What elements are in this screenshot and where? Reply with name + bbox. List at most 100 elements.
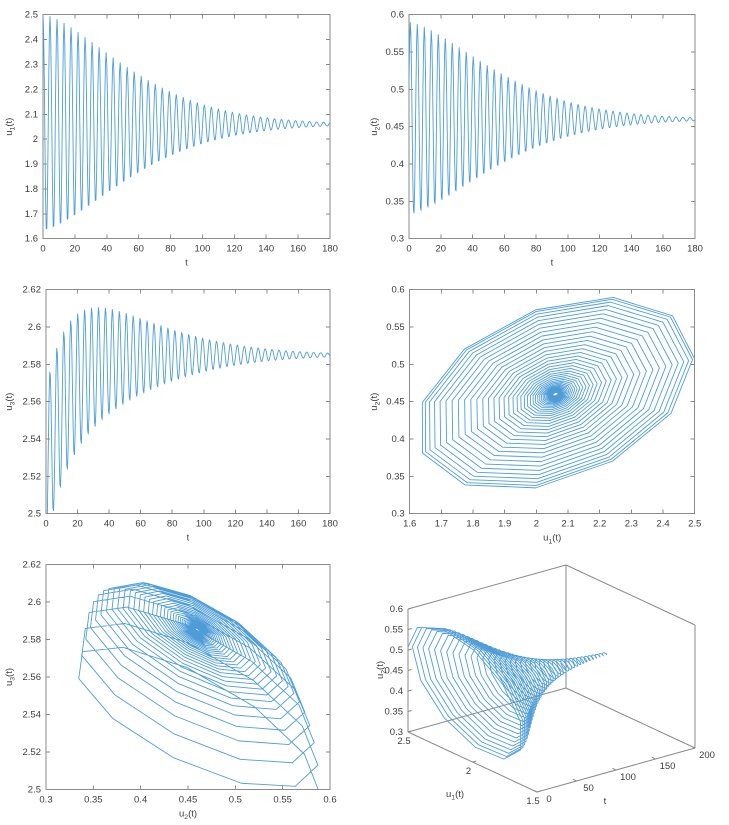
axes-box — [42, 14, 331, 240]
y-tick-label: 0.35 — [386, 471, 405, 482]
y-tick-label: 2.6 — [28, 597, 41, 608]
t-tick-label: 100 — [620, 772, 636, 783]
y-tick-label: 1.8 — [25, 184, 38, 195]
subplot-3d-u2-u1-t: 0 50 100 150 200 2.5 2 1.5 0.3 0.35 0.4 0.45 0.5 0.55… — [375, 564, 715, 807]
x-tick-label: 160 — [290, 244, 306, 255]
x-tick-label: 1.7 — [435, 519, 448, 530]
x-tick-label: 120 — [592, 244, 608, 255]
y-axis-label: u3(t) — [4, 668, 17, 686]
x-tick-label: 20 — [435, 244, 446, 255]
u2-tick-label: 0.4 — [390, 686, 403, 697]
subplot-u2-vs-t: 0 20 40 60 80 100 120 140 160 180 0.3 0.35 0.4 0.45 0.… — [369, 10, 703, 269]
subplot-phase-u3-vs-u2: 0.3 0.35 0.4 0.45 0.5 0.55 0.6 2.5 2.52 2.54 2.56 2… — [4, 560, 337, 821]
y-tick-label: 2.54 — [23, 434, 42, 445]
y-tick-label: 2.2 — [25, 84, 38, 95]
y-axis-label: u3(t) — [4, 393, 17, 411]
x-tick-label: 80 — [531, 244, 542, 255]
t-tick-label: 50 — [583, 783, 594, 794]
x-tick-label: 160 — [655, 244, 671, 255]
t-tick — [651, 756, 656, 760]
x-tick-label: 120 — [226, 244, 242, 255]
t-tick-label: 0 — [546, 794, 551, 805]
x-tick-label: 0 — [406, 244, 411, 255]
t-tick — [691, 745, 696, 749]
x-axis-label: t — [187, 533, 190, 544]
x-tick-label: 20 — [70, 244, 81, 255]
y-tick-label: 1.9 — [25, 159, 38, 170]
x-tick-label: 0.35 — [84, 794, 103, 805]
u2-tick — [407, 628, 412, 630]
y-tick-label: 2.4 — [25, 35, 38, 46]
y-axis-label: u1(t) — [4, 118, 17, 136]
t-tick — [533, 789, 538, 793]
u2-tick-label: 0.3 — [390, 727, 403, 738]
axes-box-edge — [407, 564, 567, 610]
t-tick — [612, 767, 617, 771]
y-tick-label: 0.3 — [391, 509, 404, 520]
y-tick-label: 2.3 — [25, 59, 38, 70]
y-tick-label: 2.56 — [23, 672, 42, 683]
x-tick-label: 40 — [101, 244, 112, 255]
u1-tick-label: 1.5 — [526, 796, 539, 807]
series-line — [43, 14, 330, 230]
x-tick-label: 0.45 — [179, 794, 198, 805]
x-axis-label: t — [185, 258, 188, 269]
x-tick-label: 80 — [167, 519, 178, 530]
axes-box — [45, 289, 331, 515]
x-tick-label: 60 — [133, 244, 144, 255]
y-tick-label: 2.5 — [28, 509, 41, 520]
x-tick-label: 100 — [196, 519, 212, 530]
x-axis-label: u2(t) — [179, 808, 197, 821]
y-tick-label: 2.5 — [25, 10, 38, 21]
x-tick-label: 0.4 — [134, 794, 147, 805]
t-tick-label: 200 — [699, 750, 715, 761]
x-tick-label: 60 — [499, 244, 510, 255]
y-tick-label: 2.56 — [23, 397, 42, 408]
y-tick-label: 0.45 — [386, 397, 405, 408]
x-tick-label: 0.55 — [273, 794, 292, 805]
y-tick-label: 0.5 — [391, 359, 404, 370]
series-line — [46, 307, 330, 514]
y-tick-label: 2.1 — [25, 109, 38, 120]
x-tick-label: 140 — [258, 244, 274, 255]
y-tick-label: 0.3 — [391, 234, 404, 245]
x-tick-label: 140 — [624, 244, 640, 255]
x-tick-label: 1.9 — [498, 519, 511, 530]
u2-tick — [407, 648, 412, 651]
x-tick-label: 40 — [104, 519, 115, 530]
u1-tick-label: 2 — [466, 766, 471, 777]
series-line — [421, 297, 695, 489]
x-tick-label: 180 — [687, 244, 703, 255]
y-tick-label: 0.55 — [386, 322, 405, 333]
x-tick-label: 1.6 — [403, 519, 416, 530]
series-line — [409, 22, 695, 214]
u2-tick — [407, 689, 412, 692]
x-axis-label: t — [551, 258, 554, 269]
y-tick-label: 2.52 — [23, 471, 42, 482]
y-tick-label: 2.54 — [23, 709, 42, 720]
u2-tick — [407, 607, 412, 610]
y-tick-label: 0.5 — [391, 84, 404, 95]
x-tick-label: 180 — [322, 519, 338, 530]
z-axis-label-3d: u2(t) — [375, 661, 388, 679]
y-tick-label: 0.6 — [391, 285, 404, 296]
y-tick-label: 2.5 — [28, 784, 41, 795]
x-tick-label: 0 — [43, 519, 48, 530]
x-tick-label: 2 — [534, 519, 539, 530]
y-tick-label: 2.6 — [28, 322, 41, 333]
y-axis-label-3d: t — [604, 796, 607, 807]
subplot-u1-vs-t: 0 20 40 60 80 100 120 140 160 180 1.6 1.7 1.8 1.9 2 2.1… — [4, 10, 338, 269]
x-tick-label: 160 — [291, 519, 307, 530]
subplot-phase-u2-vs-u1: 1.6 1.7 1.8 1.9 2 2.1 2.2 2.3 2.4 2.5 0.3 0.35 0.4 0.… — [369, 285, 701, 546]
y-tick-label: 0.35 — [386, 196, 405, 207]
x-tick-label: 120 — [227, 519, 243, 530]
x-tick-label: 2.5 — [688, 519, 701, 530]
x-axis-label: u1(t) — [543, 533, 561, 546]
x-tick-label: 80 — [165, 244, 176, 255]
y-tick-label: 2.62 — [23, 285, 42, 296]
u1-tick — [472, 760, 477, 763]
x-tick-label: 0.3 — [39, 794, 52, 805]
x-tick-label: 180 — [322, 244, 338, 255]
y-tick-label: 2.52 — [23, 747, 42, 758]
